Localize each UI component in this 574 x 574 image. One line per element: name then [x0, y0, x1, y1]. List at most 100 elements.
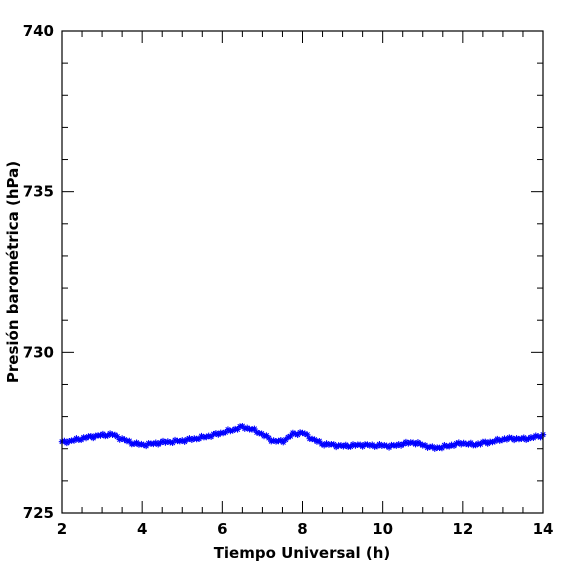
x-axis-label: Tiempo Universal (h)	[214, 544, 391, 562]
data-point	[219, 429, 227, 437]
y-tick-label: 735	[23, 183, 54, 201]
data-point	[258, 430, 265, 437]
data-point	[501, 435, 508, 442]
data-point	[138, 440, 145, 448]
data-point	[176, 438, 184, 445]
data-point	[510, 436, 518, 444]
data-point	[414, 439, 422, 446]
data-point	[323, 440, 330, 447]
data-point	[337, 442, 345, 449]
data-point	[304, 431, 311, 438]
data-point	[340, 443, 347, 450]
x-tick-label: 8	[297, 520, 307, 538]
x-tick-label: 10	[372, 520, 393, 538]
data-point	[289, 429, 297, 437]
data-point	[330, 441, 337, 448]
data-point	[441, 442, 448, 449]
data-point	[183, 436, 191, 443]
y-tick-label: 730	[23, 343, 54, 361]
data-point	[287, 433, 294, 440]
data-point	[207, 433, 215, 440]
data-point	[234, 426, 241, 433]
axis-ticks	[61, 30, 544, 514]
data-point	[198, 432, 205, 440]
data-point	[243, 424, 251, 432]
data-point	[460, 439, 467, 447]
data-point	[162, 439, 169, 446]
data-point	[506, 434, 513, 441]
data-point	[186, 435, 193, 442]
data-point	[126, 437, 133, 445]
data-point	[251, 425, 258, 433]
data-point	[253, 429, 261, 436]
data-point	[229, 427, 236, 434]
data-point	[130, 440, 138, 448]
data-point	[241, 425, 248, 432]
data-point	[268, 437, 275, 445]
data-point	[381, 442, 388, 449]
data-point	[537, 434, 544, 441]
data-point	[332, 443, 340, 451]
x-tick-label: 12	[452, 520, 473, 538]
y-tick-label: 725	[23, 504, 54, 522]
data-point	[299, 429, 306, 437]
data-point	[385, 444, 393, 451]
data-point	[518, 435, 525, 443]
data-point	[66, 437, 73, 445]
data-point	[280, 439, 287, 446]
data-point	[275, 437, 282, 445]
x-tick-label: 4	[137, 520, 147, 538]
data-point	[212, 430, 220, 437]
data-point	[393, 442, 400, 449]
x-tick-label: 2	[57, 520, 67, 538]
data-points	[58, 422, 547, 452]
data-point	[424, 444, 431, 451]
data-point	[446, 443, 453, 450]
data-point	[513, 435, 520, 442]
data-point	[263, 432, 270, 439]
data-point	[80, 434, 87, 441]
y-tick-label: 740	[23, 22, 54, 40]
data-point	[395, 441, 402, 448]
data-point	[265, 434, 273, 442]
data-point	[171, 436, 179, 444]
data-point	[159, 437, 167, 445]
data-point	[417, 440, 424, 448]
data-point	[522, 436, 530, 443]
data-point	[164, 438, 172, 445]
data-point	[150, 440, 157, 448]
data-point	[195, 435, 203, 442]
data-point	[181, 438, 188, 445]
data-point	[114, 433, 121, 440]
data-point	[157, 439, 164, 446]
data-point	[121, 436, 128, 443]
data-point	[205, 432, 212, 440]
data-point	[282, 436, 289, 443]
data-point	[142, 442, 150, 450]
data-point	[316, 437, 323, 445]
x-tick-label: 6	[217, 520, 227, 538]
data-point	[349, 441, 357, 448]
data-point	[450, 442, 458, 449]
data-point	[222, 429, 229, 436]
data-point	[284, 433, 292, 441]
data-point	[421, 442, 429, 449]
data-point	[474, 440, 482, 447]
data-point	[294, 431, 301, 438]
data-point	[203, 433, 210, 441]
data-point	[78, 436, 85, 443]
data-point	[270, 437, 277, 444]
data-point	[210, 430, 217, 438]
data-point	[318, 440, 325, 448]
data-point	[301, 430, 309, 437]
data-point	[116, 436, 123, 443]
data-point	[227, 427, 234, 435]
data-point	[438, 444, 446, 452]
tick-labels: 2 4 6 8 10 12 14 725 730 735 740	[23, 22, 554, 538]
data-point	[292, 430, 299, 438]
data-point	[453, 440, 460, 447]
data-point	[352, 442, 359, 449]
data-point	[73, 435, 80, 442]
data-point	[239, 422, 246, 430]
